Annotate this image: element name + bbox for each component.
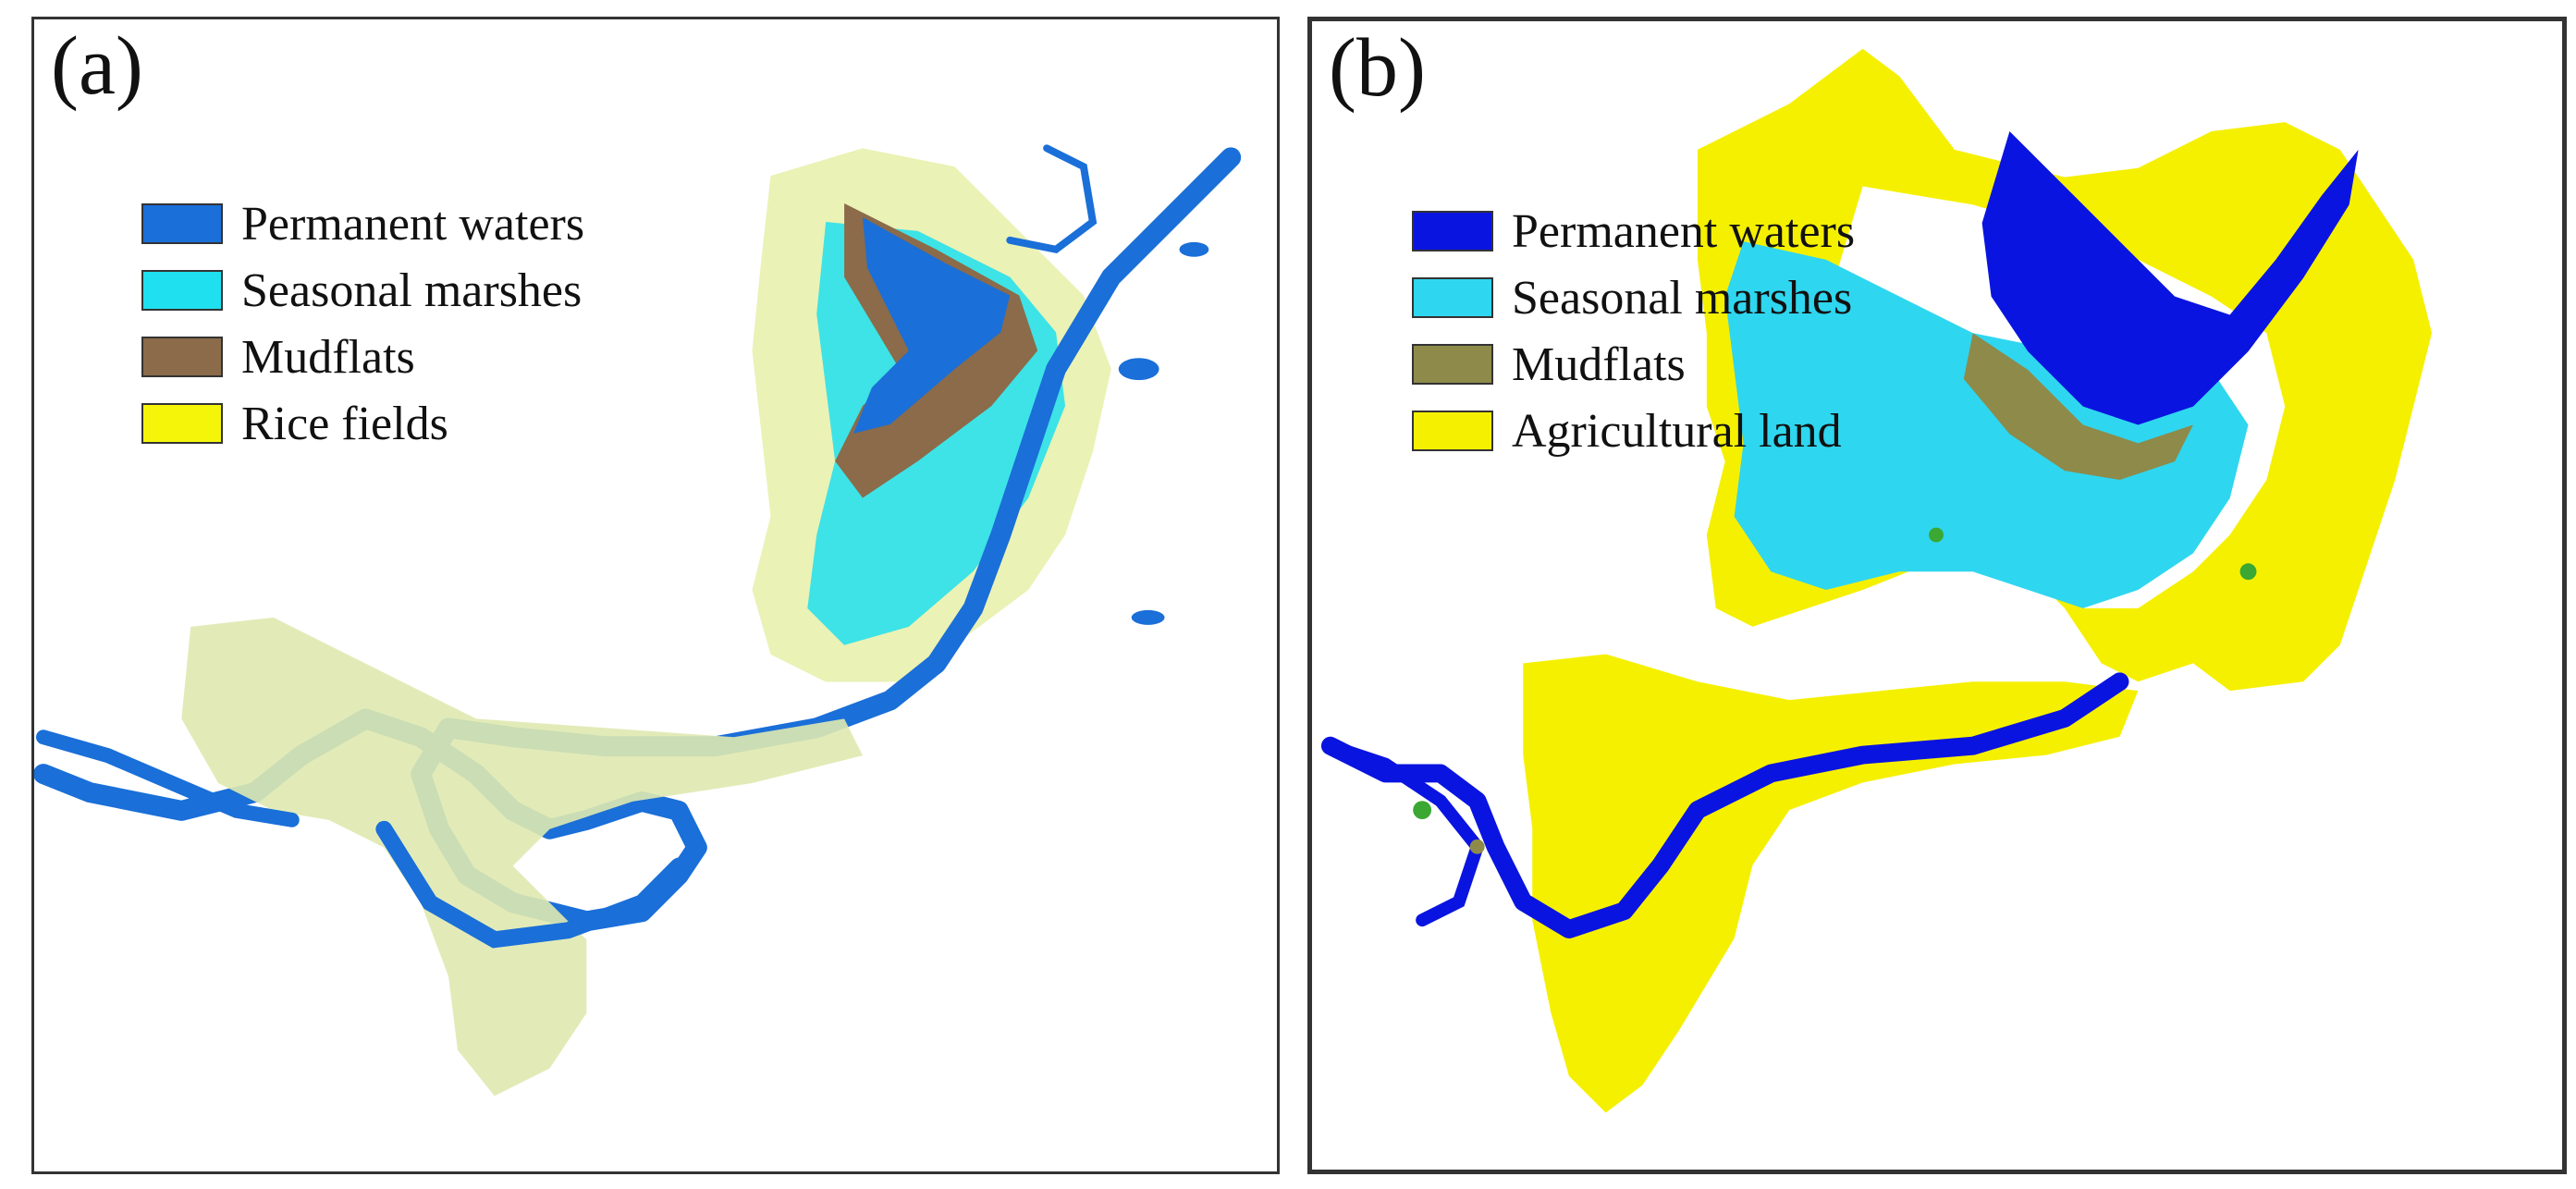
legend-item-rice-fields: Rice fields: [141, 395, 584, 452]
legend-swatch: [1412, 211, 1493, 251]
legend-label: Mudflats: [241, 330, 415, 384]
legend-label: Rice fields: [241, 397, 448, 450]
pond: [1118, 358, 1159, 381]
legend: Permanent waters Seasonal marshes Mudfla…: [1412, 202, 1855, 469]
map-panel-b: (b) Permanent waters Seasonal marshes Mu…: [1307, 17, 2567, 1174]
lower-vegetation: [181, 617, 864, 1097]
pond: [1131, 609, 1165, 625]
legend-label: Agricultural land: [1512, 404, 1842, 458]
map-panel-a: (a) Permanent waters Seasonal marshes Mu…: [31, 17, 1280, 1174]
legend: Permanent waters Seasonal marshes Mudfla…: [141, 195, 584, 461]
vegetation-patch: [1469, 839, 1485, 854]
vegetation-patch: [1929, 527, 1944, 543]
vegetation-patch: [1413, 801, 1432, 820]
legend-item-seasonal-marshes: Seasonal marshes: [1412, 269, 1855, 326]
permanent-water-lake: [1981, 131, 2359, 425]
legend-swatch: [1412, 277, 1493, 318]
vegetation-patch: [2239, 563, 2257, 581]
legend-label: Permanent waters: [241, 197, 585, 251]
legend-swatch: [1412, 344, 1493, 385]
legend-label: Permanent waters: [1512, 204, 1856, 258]
wetland-map-b: [1320, 48, 2433, 1113]
left-tributary: [35, 729, 300, 827]
legend-item-mudflats: Mudflats: [1412, 336, 1855, 393]
legend-label: Seasonal marshes: [1512, 271, 1853, 325]
pond: [1179, 241, 1209, 257]
legend-item-mudflats: Mudflats: [141, 328, 584, 386]
legend-swatch: [141, 337, 223, 377]
left-channel: [1323, 739, 1485, 927]
legend-swatch: [141, 203, 223, 244]
panel-label: (b): [1329, 22, 1426, 114]
mudflat-region: [1963, 333, 2193, 481]
legend-item-seasonal-marshes: Seasonal marshes: [141, 262, 584, 319]
wetland-map-a: [34, 144, 1242, 1097]
panel-label: (a): [51, 20, 143, 112]
legend-swatch: [141, 403, 223, 444]
legend-item-permanent-waters: Permanent waters: [1412, 202, 1855, 260]
river-loop: [375, 820, 687, 949]
legend-swatch: [1412, 411, 1493, 451]
legend-label: Mudflats: [1512, 337, 1686, 391]
legend-label: Seasonal marshes: [241, 264, 583, 317]
upper-river-bend: [1006, 144, 1098, 254]
legend-swatch: [141, 270, 223, 311]
seasonal-marsh-region: [1724, 241, 2249, 608]
river-channel: [1320, 672, 2129, 939]
legend-item-permanent-waters: Permanent waters: [141, 195, 584, 252]
permanent-water-lake: [853, 216, 1011, 434]
legend-item-agricultural-land: Agricultural land: [1412, 402, 1855, 460]
agricultural-region-lower: [1523, 654, 2139, 1113]
